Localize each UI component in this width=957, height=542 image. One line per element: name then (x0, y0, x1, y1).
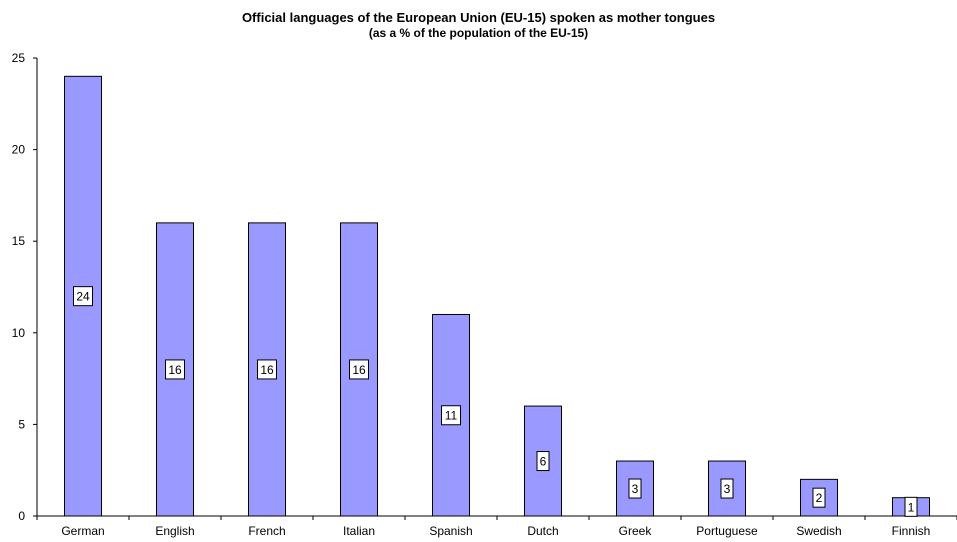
data-label: 24 (76, 290, 90, 304)
chart-title: Official languages of the European Union… (241, 10, 716, 25)
bar-greek (616, 460, 654, 517)
x-tick-label: German (61, 524, 104, 538)
x-tick-label: Portuguese (696, 524, 758, 538)
x-tick-label: Dutch (527, 524, 558, 538)
x-tick-label: Spanish (429, 524, 472, 538)
x-tick-label: Swedish (796, 524, 841, 538)
y-axis: 0 5 10 15 20 25 (12, 51, 38, 523)
data-label-box (73, 286, 93, 307)
data-label: 11 (445, 409, 458, 423)
data-label-box (441, 405, 461, 426)
x-tick-label: Italian (343, 524, 375, 538)
data-label-box (812, 487, 826, 508)
data-label-box (628, 478, 642, 499)
y-tick-label: 20 (12, 143, 26, 157)
y-tick-label: 15 (12, 234, 26, 248)
data-label-box (257, 359, 277, 380)
data-label: 2 (816, 491, 823, 505)
data-label-box (349, 359, 369, 380)
data-label: 3 (632, 482, 639, 496)
data-label-box (165, 359, 185, 380)
data-label: 1 (908, 500, 915, 514)
x-tick-label: Finnish (892, 524, 931, 538)
x-tick-label: Greek (619, 524, 653, 538)
x-tick-label: English (155, 524, 194, 538)
data-label: 6 (540, 455, 547, 469)
chart-title-block: Official languages of the European Union… (0, 10, 957, 41)
data-label: 16 (352, 363, 366, 377)
y-tick-label: 5 (18, 417, 25, 431)
x-axis: German English French Italian Spanish Dutch Gr… (36, 515, 957, 538)
x-tick-label: French (248, 524, 285, 538)
y-tick-label: 10 (12, 326, 26, 340)
y-tick-label: 0 (18, 509, 25, 523)
data-label-box (904, 496, 918, 517)
chart-subtitle: (as a % of the population of the EU-15) (368, 26, 589, 40)
data-label: 16 (168, 363, 182, 377)
bars (64, 75, 930, 517)
y-tick-label: 25 (12, 51, 26, 65)
data-label-box (720, 478, 734, 499)
data-label-box (536, 451, 550, 472)
data-label: 3 (724, 482, 731, 496)
data-label: 16 (260, 363, 274, 377)
data-labels: 24 16 16 16 11 6 3 3 2 1 (73, 286, 918, 517)
